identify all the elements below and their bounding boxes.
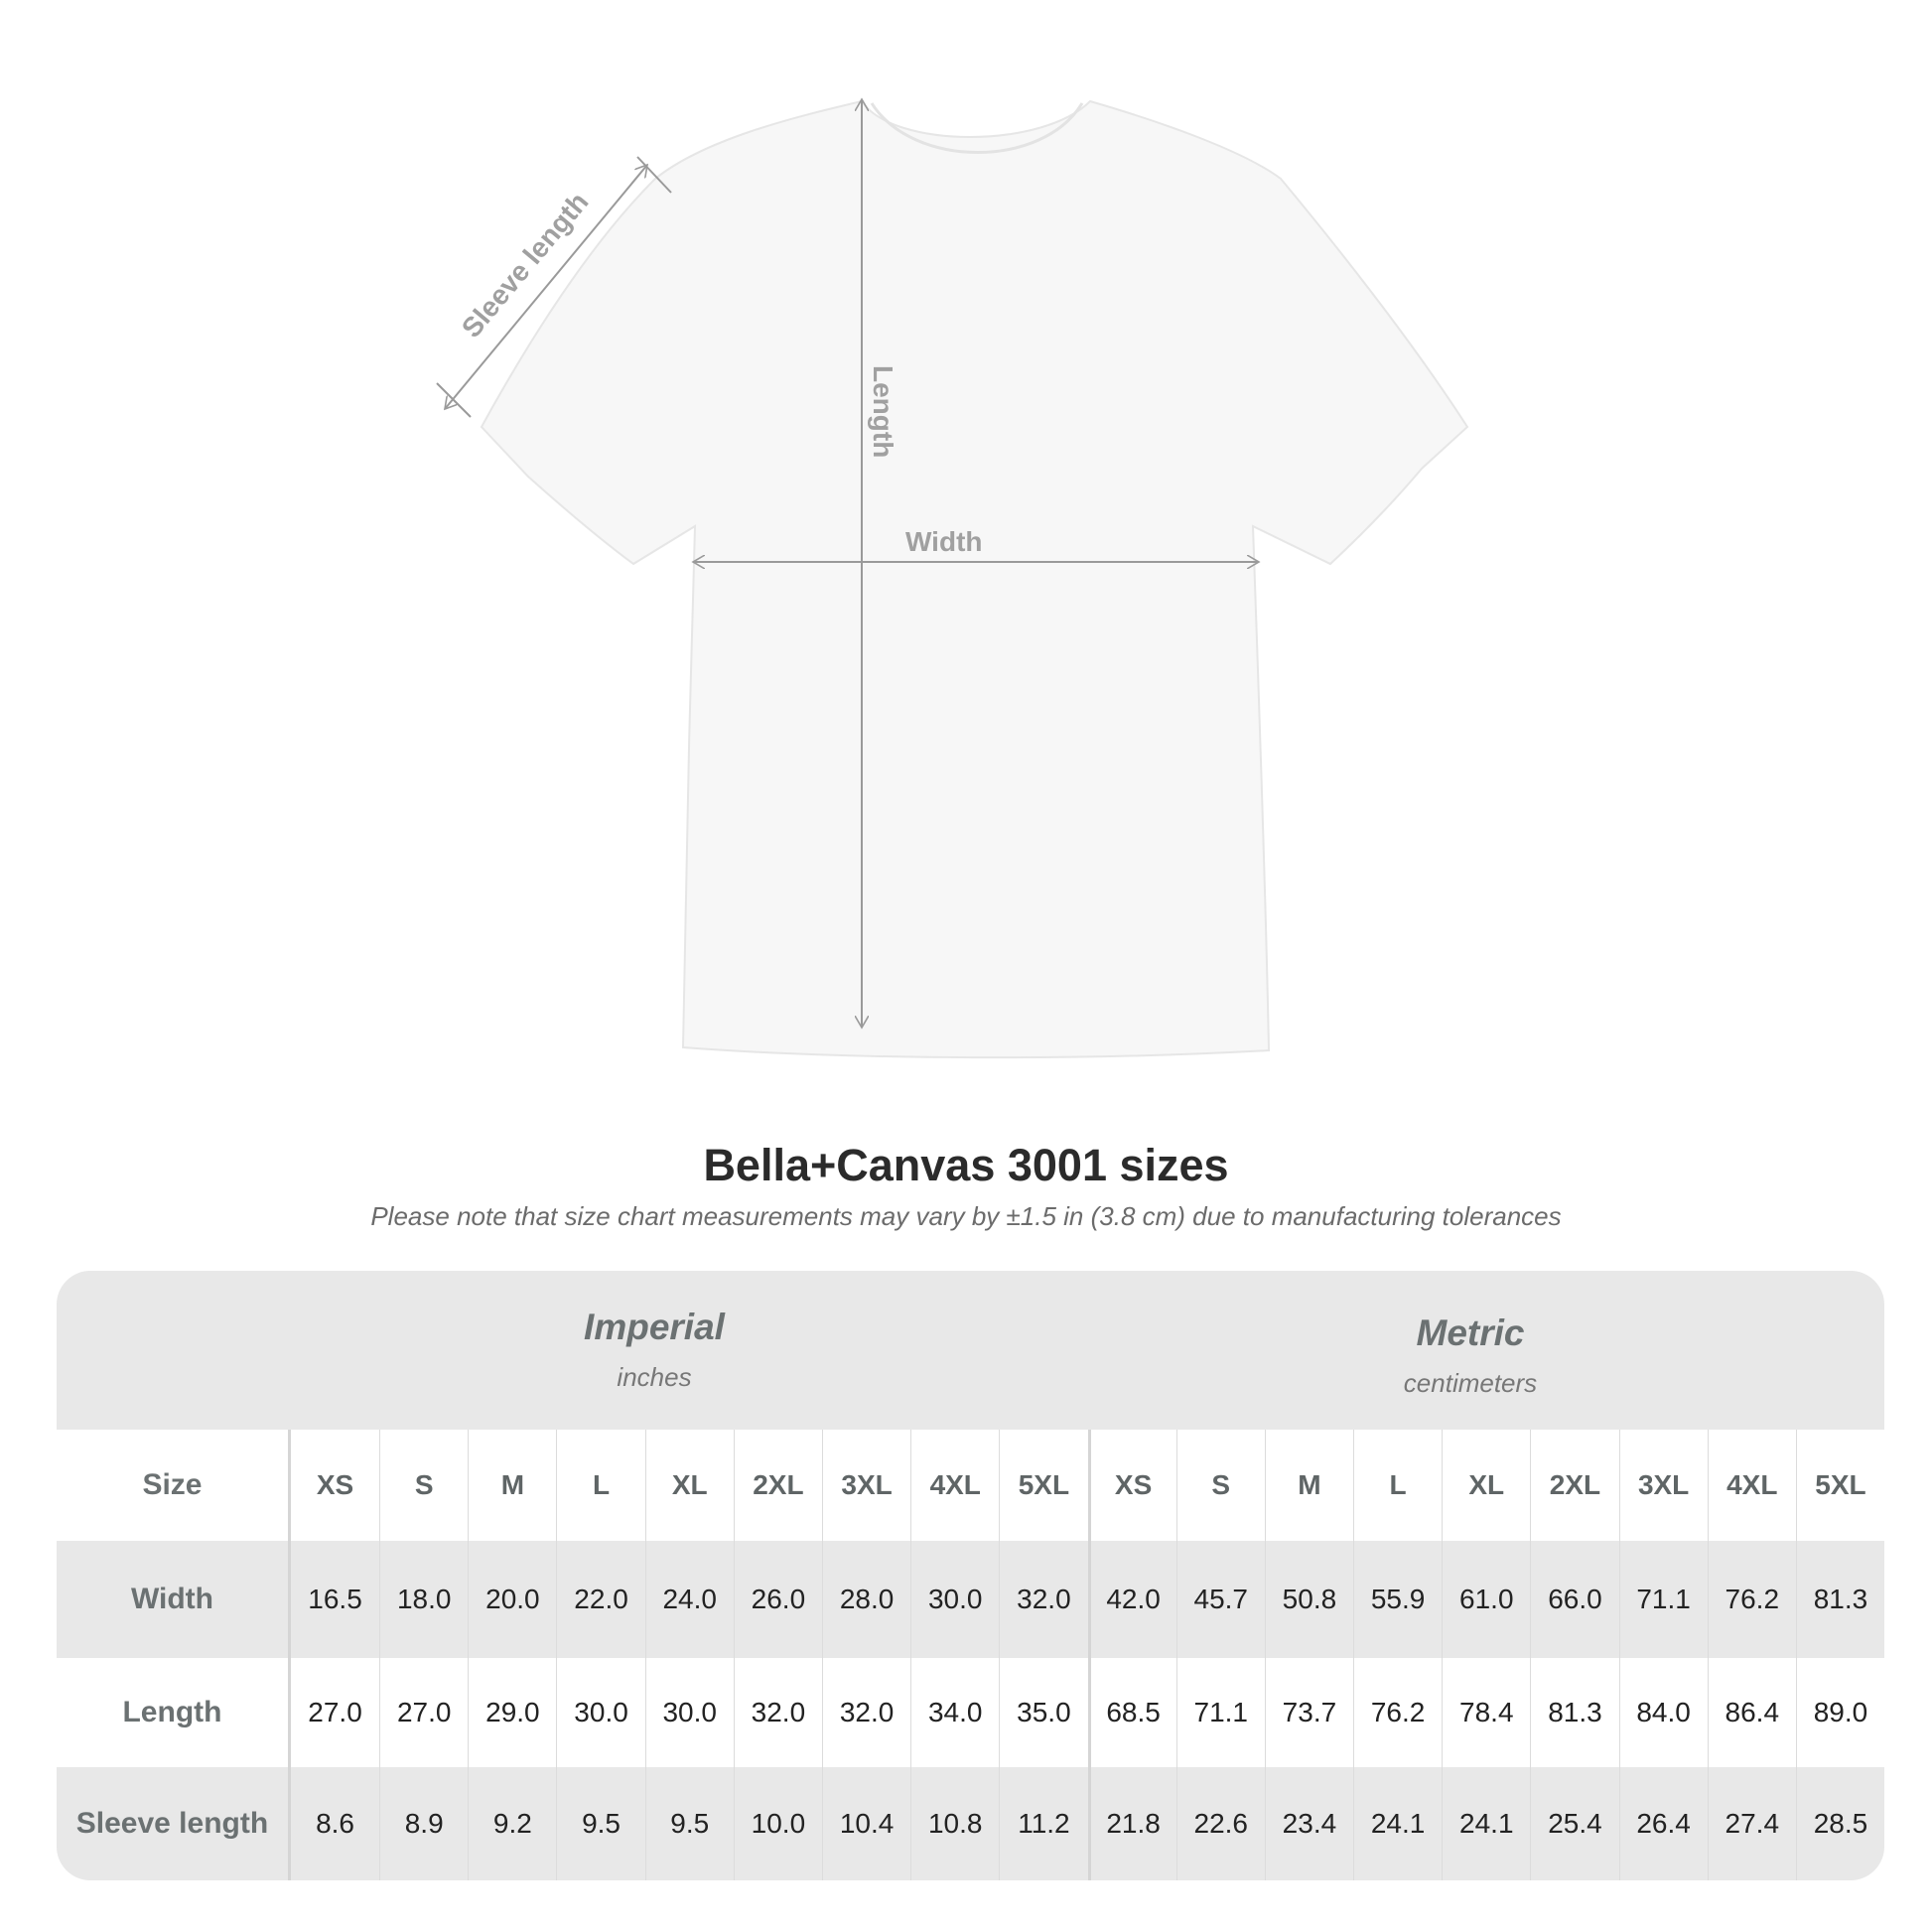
imperial-value-cell: 30.0 <box>556 1658 644 1767</box>
imperial-value-cell: 9.2 <box>468 1767 556 1880</box>
metric-value-cell: 24.1 <box>1353 1767 1442 1880</box>
metric-value-cell: 76.2 <box>1707 1541 1796 1658</box>
metric-value-cell: 22.6 <box>1175 1767 1265 1880</box>
sleeve-measure-line <box>445 165 647 409</box>
imperial-value-cell: 27.0 <box>379 1658 468 1767</box>
imperial-title: Imperial <box>584 1307 725 1347</box>
imperial-size-header: 5XL <box>999 1430 1087 1541</box>
metric-value-cell: 84.0 <box>1618 1658 1708 1767</box>
size-label: Size <box>57 1430 291 1541</box>
table-row: Width 16.5 18.0 20.0 22.0 24.0 26.0 28.0 30.0 32.… <box>57 1541 1884 1658</box>
imperial-value-cell: 9.5 <box>644 1767 734 1880</box>
metric-value-cell: 71.1 <box>1175 1658 1265 1767</box>
metric-value-cell: 71.1 <box>1618 1541 1708 1658</box>
imperial-value-cell: 10.0 <box>733 1767 822 1880</box>
metric-value-cell: 21.8 <box>1087 1767 1176 1880</box>
imperial-value-cell: 9.5 <box>556 1767 644 1880</box>
row-label: Width <box>57 1541 291 1658</box>
metric-size-header: L <box>1353 1430 1442 1541</box>
imperial-header: Imperial inches <box>356 1307 952 1393</box>
metric-value-cell: 76.2 <box>1353 1658 1442 1767</box>
imperial-value-cell: 30.0 <box>644 1658 734 1767</box>
imperial-value-cell: 18.0 <box>379 1541 468 1658</box>
imperial-value-cell: 35.0 <box>999 1658 1087 1767</box>
unit-header-band: Imperial inches Metric centimeters <box>57 1271 1884 1430</box>
row-label: Sleeve length <box>57 1767 291 1880</box>
imperial-size-header: XL <box>644 1430 734 1541</box>
imperial-unit: inches <box>617 1362 692 1392</box>
imperial-size-header: 3XL <box>821 1430 910 1541</box>
imperial-value-cell: 29.0 <box>468 1658 556 1767</box>
imperial-value-cell: 34.0 <box>910 1658 999 1767</box>
table-row: Sleeve length 8.6 8.9 9.2 9.5 9.5 10.0 10.4 10.8… <box>57 1767 1884 1880</box>
imperial-value-cell: 8.9 <box>379 1767 468 1880</box>
metric-size-header: 2XL <box>1530 1430 1618 1541</box>
imperial-value-cell: 28.0 <box>821 1541 910 1658</box>
page-title: Bella+Canvas 3001 sizes <box>703 1140 1229 1190</box>
imperial-value-cell: 32.0 <box>733 1658 822 1767</box>
imperial-value-cell: 22.0 <box>556 1541 644 1658</box>
tolerance-note: Please note that size chart measurements… <box>370 1201 1562 1231</box>
imperial-value-cell: 24.0 <box>644 1541 734 1658</box>
imperial-value-cell: 10.4 <box>821 1767 910 1880</box>
metric-unit: centimeters <box>1403 1368 1538 1398</box>
metric-value-cell: 27.4 <box>1707 1767 1796 1880</box>
metric-value-cell: 55.9 <box>1353 1541 1442 1658</box>
imperial-value-cell: 16.5 <box>308 1584 362 1614</box>
imperial-value-cell: 32.0 <box>999 1541 1087 1658</box>
row-label: Length <box>57 1658 291 1767</box>
tshirt-shape <box>480 99 1469 1059</box>
metric-title: Metric <box>1416 1312 1525 1353</box>
imperial-value-cell: 8.6 <box>316 1808 354 1839</box>
metric-value-cell: 42.0 <box>1087 1541 1176 1658</box>
metric-value-cell: 45.7 <box>1175 1541 1265 1658</box>
metric-size-header: S <box>1175 1430 1265 1541</box>
width-label: Width <box>905 526 983 557</box>
metric-value-cell: 81.3 <box>1530 1658 1618 1767</box>
metric-value-cell: 28.5 <box>1795 1767 1884 1880</box>
metric-value-cell: 61.0 <box>1442 1541 1530 1658</box>
imperial-size-header: 4XL <box>910 1430 999 1541</box>
size-header-row: Size XS S M L XL 2XL 3XL 4XL 5XL XS S M L XL 2XL 3XL 4XL 5… <box>57 1430 1884 1541</box>
imperial-size-header: M <box>468 1430 556 1541</box>
metric-value-cell: 86.4 <box>1707 1658 1796 1767</box>
metric-header: Metric centimeters <box>1173 1312 1768 1399</box>
metric-value-cell: 26.4 <box>1618 1767 1708 1880</box>
imperial-value-cell: 10.8 <box>910 1767 999 1880</box>
metric-size-header: 3XL <box>1618 1430 1708 1541</box>
metric-value-cell: 25.4 <box>1530 1767 1618 1880</box>
tshirt-diagram: Sleeve length Length Width <box>436 0 1469 1059</box>
metric-value-cell: 66.0 <box>1530 1541 1618 1658</box>
imperial-value-cell: 11.2 <box>999 1767 1087 1880</box>
imperial-value-cell: 26.0 <box>733 1541 822 1658</box>
metric-value-cell: 89.0 <box>1795 1658 1884 1767</box>
imperial-size-header: L <box>556 1430 644 1541</box>
metric-value-cell: 68.5 <box>1087 1658 1176 1767</box>
imperial-size-header: S <box>379 1430 468 1541</box>
imperial-value-cell: 27.0 <box>308 1697 362 1727</box>
metric-value-cell: 23.4 <box>1264 1767 1353 1880</box>
metric-size-header: XL <box>1442 1430 1530 1541</box>
metric-size-header: 5XL <box>1795 1430 1884 1541</box>
metric-value-cell: 50.8 <box>1264 1541 1353 1658</box>
imperial-size-header: XS <box>316 1469 354 1500</box>
size-table: Imperial inches Metric centimeters Size X… <box>57 1271 1884 1880</box>
metric-size-header: XS <box>1087 1430 1176 1541</box>
metric-value-cell: 24.1 <box>1442 1767 1530 1880</box>
table-row: Length 27.0 27.0 29.0 30.0 30.0 32.0 32.0 34.0 35… <box>57 1658 1884 1767</box>
metric-size-header: M <box>1264 1430 1353 1541</box>
length-label: Length <box>868 365 898 458</box>
imperial-value-cell: 20.0 <box>468 1541 556 1658</box>
imperial-value-cell: 32.0 <box>821 1658 910 1767</box>
metric-value-cell: 73.7 <box>1264 1658 1353 1767</box>
metric-value-cell: 81.3 <box>1795 1541 1884 1658</box>
metric-size-header: 4XL <box>1707 1430 1796 1541</box>
imperial-size-header: 2XL <box>733 1430 822 1541</box>
imperial-value-cell: 30.0 <box>910 1541 999 1658</box>
metric-value-cell: 78.4 <box>1442 1658 1530 1767</box>
